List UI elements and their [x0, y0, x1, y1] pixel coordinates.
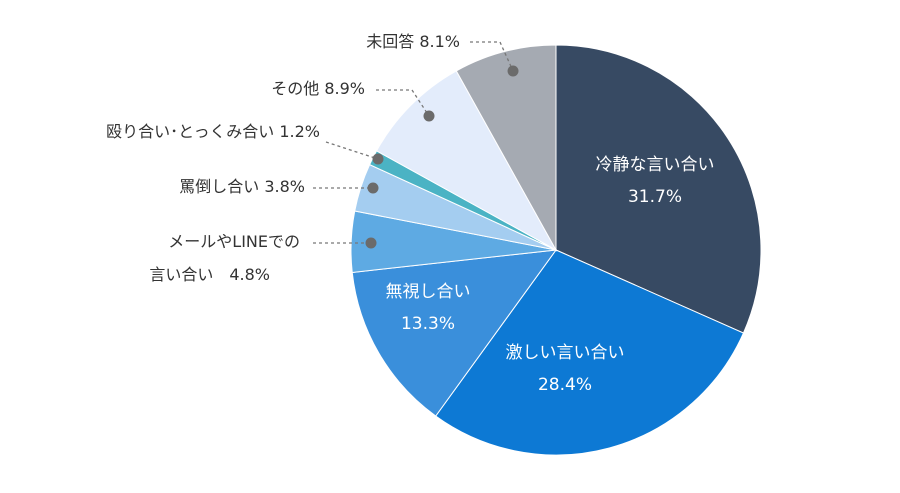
pie-slice-2 — [435, 249, 745, 456]
slice-label: 殴り合い･とっくみ合い 1.2% — [106, 122, 320, 141]
pie-slice-3 — [351, 249, 558, 417]
leader-dot — [423, 110, 435, 122]
slice-label: 言い合い 4.8% — [149, 265, 270, 284]
slice-label: 未回答 8.1% — [366, 32, 460, 51]
slice-value-label: 13.3% — [401, 314, 455, 334]
leader-dot — [507, 65, 519, 77]
pie-slice-8 — [455, 44, 557, 252]
pie-slices — [350, 44, 762, 456]
slice-label: 冷静な言い合い — [596, 155, 715, 175]
slice-value-label: 31.7% — [628, 187, 682, 207]
leader-dot — [372, 153, 384, 165]
leader-line — [325, 141, 379, 160]
leader-line — [376, 89, 430, 117]
slice-label: 罵倒し合い 3.8% — [179, 177, 305, 196]
pie-slice-7 — [375, 70, 558, 252]
leader-dot — [365, 237, 377, 249]
slice-labels: 冷静な言い合い 31.7% 激しい言い合い 28.4% 無視し合い 13.3% メールやLI… — [106, 32, 714, 395]
slice-label: 激しい言い合い — [506, 343, 625, 363]
slice-label: 無視し合い — [386, 282, 471, 302]
slice-label: メールやLINEでの — [168, 232, 300, 251]
slice-value-label: 28.4% — [538, 375, 592, 395]
slice-label: その他 8.9% — [271, 79, 365, 98]
leader-lines — [313, 41, 519, 249]
pie-slice-1 — [555, 44, 762, 334]
leader-dot — [367, 182, 379, 194]
leader-line — [470, 41, 514, 72]
